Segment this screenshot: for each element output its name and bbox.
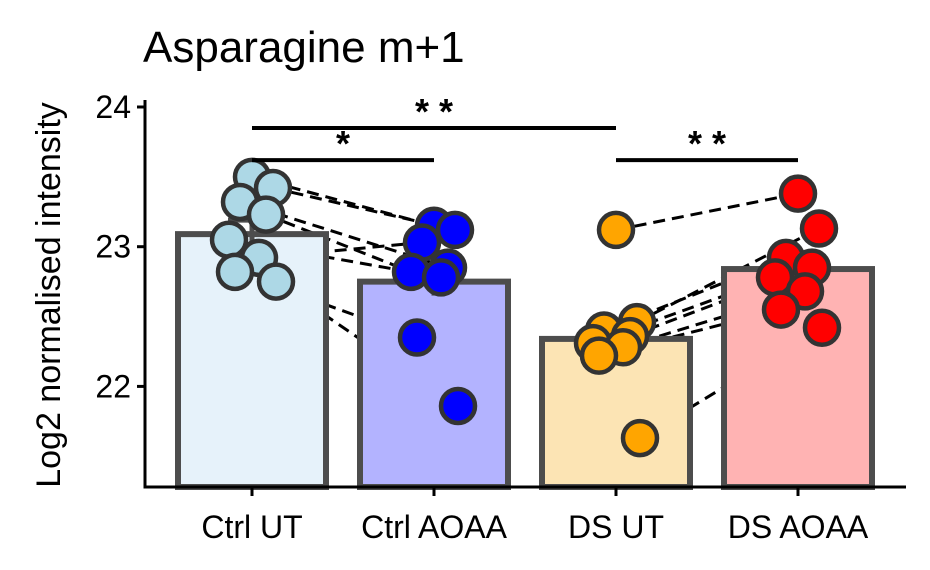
paired-line-8 [615,192,799,232]
y-axis-label: Log2 normalised intensity [30,102,68,488]
bar-1 [357,278,511,490]
x-tick-label-1: Ctrl AOAA [361,509,507,545]
data-point-2-6 [579,336,619,375]
data-point-3-6 [761,290,801,329]
bar-3 [721,266,875,490]
significance-label-0: * * [415,91,453,132]
axes: 22 23 24 Ctrl UT Ctrl AOAA DS UT DS AOAA [95,89,906,545]
data-point-3-1 [799,209,839,248]
chart-title: Asparagine m+1 [143,23,465,72]
x-tick-label-0: Ctrl UT [201,509,302,545]
x-tick-label-3: DS AOAA [728,509,869,545]
significance-label-2: * * [688,123,726,164]
y-tick-label-1: 23 [95,229,131,265]
y-tick-label-0: 22 [95,368,131,404]
data-points [209,157,842,458]
data-point-1-5 [421,258,461,297]
data-point-1-1 [435,210,475,250]
data-point-3-7 [802,308,842,347]
data-point-0-3 [246,195,286,234]
data-point-0-6 [215,252,255,292]
significance-label-1: * [336,123,350,164]
data-point-2-7 [620,418,660,458]
data-point-2-0 [596,210,636,250]
data-point-0-7 [256,262,296,301]
y-tick-label-2: 24 [95,89,131,125]
x-tick-label-2: DS UT [568,509,664,545]
paired-line-3 [265,213,412,274]
data-point-1-6 [397,318,437,357]
data-point-3-0 [778,174,818,213]
significance-brackets: * * * * * [252,91,798,164]
data-point-1-7 [438,386,478,426]
